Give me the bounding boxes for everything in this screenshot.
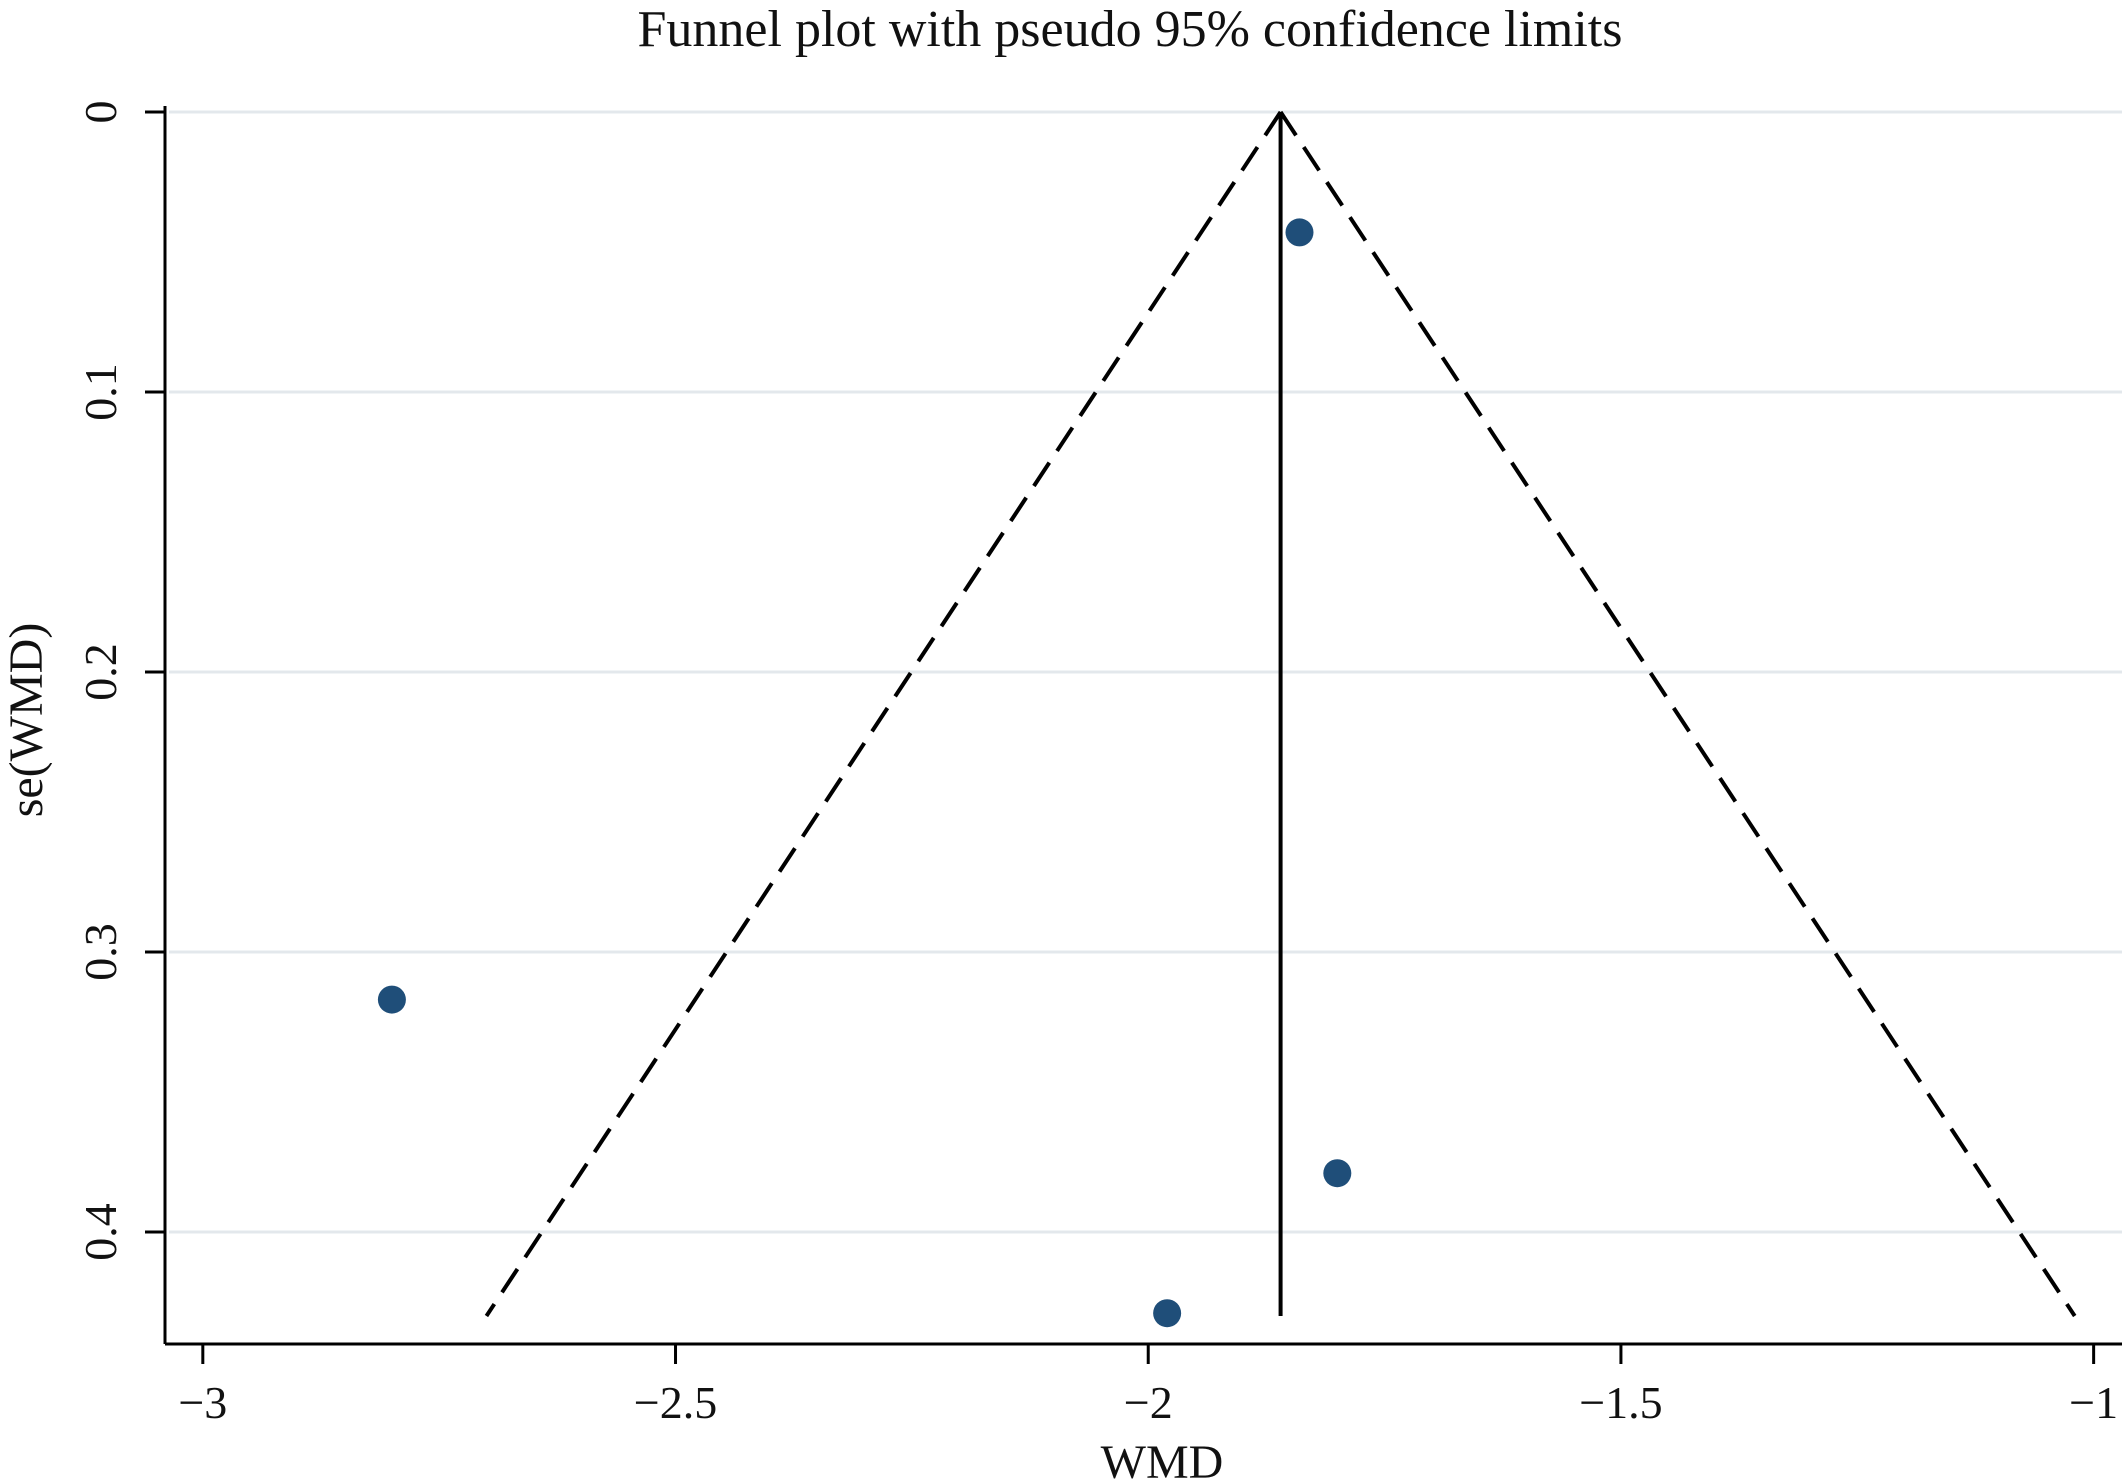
right-confidence-limit — [1278, 110, 2077, 1318]
left-confidence-limit — [484, 110, 1283, 1318]
data-points — [377, 218, 1352, 1328]
y-axis-title: se(WMD) — [0, 623, 53, 818]
data-point-0 — [1285, 218, 1314, 247]
axes — [163, 106, 2122, 1346]
grid-lines — [169, 110, 2122, 1234]
x-tick-label-2: −2 — [1124, 1377, 1173, 1428]
y-tick-label-1: 0.1 — [75, 363, 126, 421]
y-tick-label-4: 0.4 — [75, 1203, 126, 1261]
data-point-3 — [1153, 1299, 1182, 1328]
x-tick-label-4: −1 — [2069, 1377, 2118, 1428]
y-tick-label-3: 0.3 — [75, 923, 126, 981]
y-tick-label-2: 0.2 — [75, 643, 126, 701]
x-axis-title: WMD — [1101, 1436, 1224, 1482]
x-tick-label-0: −3 — [178, 1377, 227, 1428]
y-axis-ticks: 0 0.1 0.2 0.3 0.4 — [75, 101, 165, 1261]
chart-title: Funnel plot with pseudo 95% confidence l… — [638, 1, 1623, 58]
data-point-2 — [1323, 1159, 1352, 1188]
funnel-limits — [484, 110, 2077, 1318]
y-tick-label-0: 0 — [75, 101, 126, 124]
data-point-1 — [377, 985, 406, 1014]
x-axis-ticks: −3 −2.5 −2 −1.5 −1 — [178, 1344, 2118, 1428]
x-tick-label-1: −2.5 — [634, 1377, 717, 1428]
x-tick-label-3: −1.5 — [1579, 1377, 1662, 1428]
